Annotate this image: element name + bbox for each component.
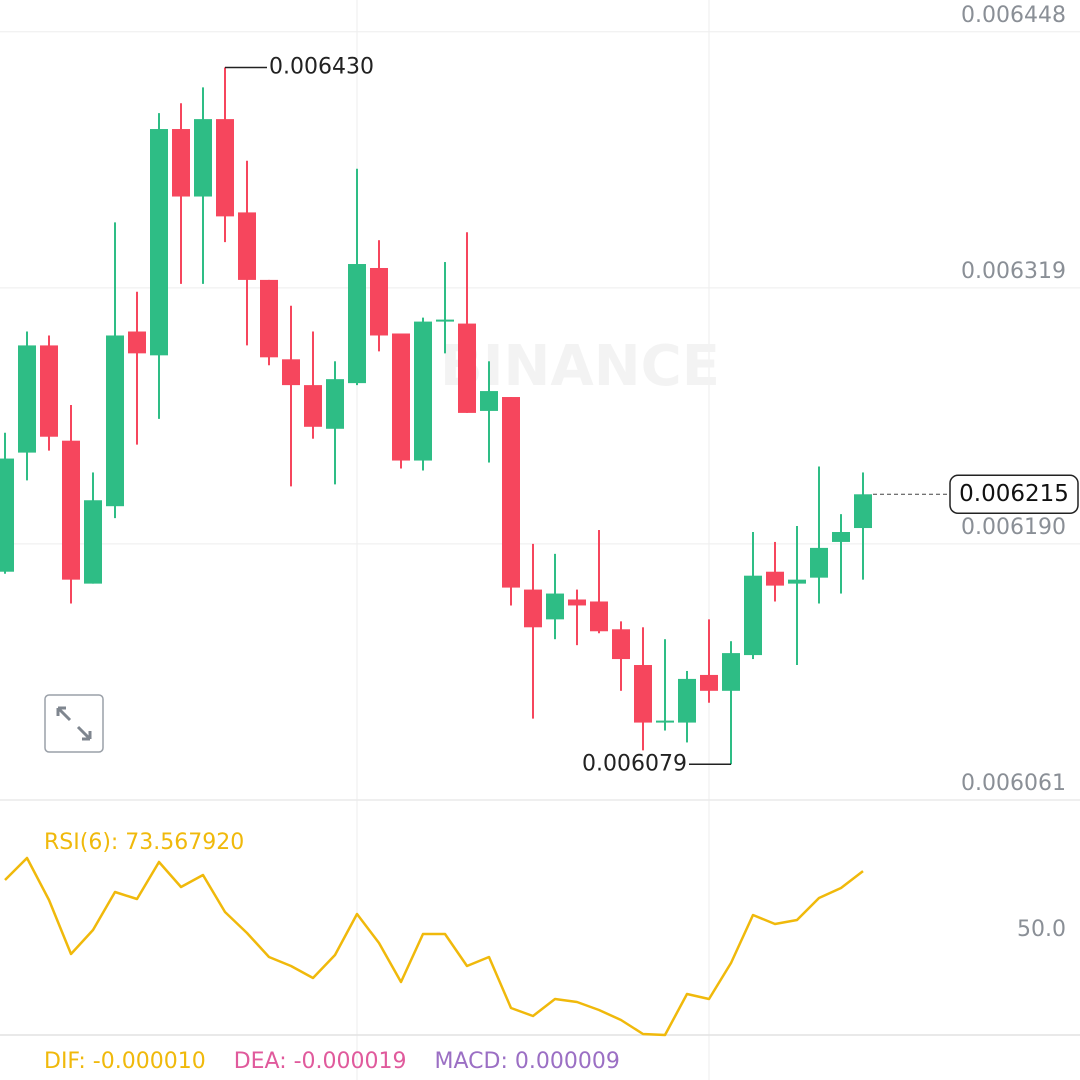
candle-body [568,599,586,606]
candle-body [744,575,762,656]
y-tick-label: 50.0 [1017,917,1066,942]
candle-body [546,593,564,620]
candle-body [370,267,388,336]
last-price-box [949,474,1079,515]
candle-body [766,571,784,586]
candle-body [414,321,432,461]
candle-body [854,494,872,529]
candle-body [458,323,476,413]
candle-body [172,129,190,197]
candle-body [502,397,520,588]
candle-body [0,458,14,572]
candle-body [656,720,674,723]
candle-body [700,674,718,691]
y-tick-label: 0.006190 [961,515,1066,540]
candle-body [84,500,102,584]
candle-body [392,333,410,461]
candle-body [634,665,652,723]
candle-body [348,264,366,384]
macd-legend: DIF: -0.000010 [44,1049,206,1074]
candle-body [678,678,696,723]
candle-body [722,653,740,691]
macd-legend: DEA: -0.000019 [234,1049,407,1074]
watermark: BINANCE [440,334,720,399]
candle-body [62,440,80,580]
candle-body [788,579,806,584]
candle-body [106,335,124,507]
candle-body [216,119,234,217]
rsi-line [4,856,864,1037]
expand-icon[interactable] [56,706,92,741]
candle-body [18,345,36,453]
candle-body [612,629,630,660]
candle-body [194,119,212,197]
candle-body [810,547,828,578]
expand-box[interactable] [44,694,104,753]
rsi-title: RSI(6): 73.567920 [44,830,244,855]
candle-body [304,385,322,427]
candle-body [590,601,608,632]
candle-body [260,279,278,358]
last-price-label: 0.006215 [959,481,1069,507]
annotation-label: 0.006079 [582,751,687,776]
candle-body [238,212,256,280]
candle-body [326,379,344,429]
candle-body [524,589,542,628]
expand-button[interactable] [44,694,104,753]
candle-body [832,532,850,542]
candle-body [282,359,300,386]
y-tick-label: 0.006319 [961,259,1066,284]
candle-body [40,345,58,437]
candle-body [436,319,454,322]
candle-body [128,331,146,354]
macd-legend: MACD: 0.000009 [435,1049,620,1074]
annotation-label: 0.006430 [269,54,374,79]
candle-body [150,129,168,356]
y-tick-label: 0.006061 [961,771,1066,796]
candle-body [480,391,498,411]
y-tick-label: 0.006448 [961,3,1066,28]
